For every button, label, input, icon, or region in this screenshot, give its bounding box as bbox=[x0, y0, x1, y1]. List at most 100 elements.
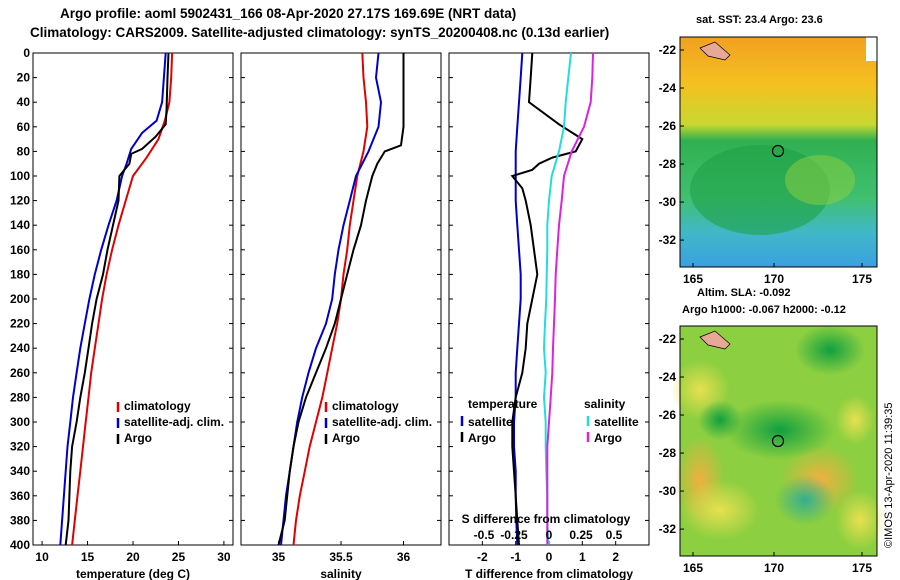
sla-map-title: Altim. SLA: -0.092 bbox=[697, 287, 791, 299]
y-tick-label: 160 bbox=[10, 243, 30, 257]
chart-title-line1: Argo profile: aoml 5902431_166 08-Apr-20… bbox=[60, 6, 517, 21]
new-caledonia-land bbox=[699, 330, 731, 350]
y-tick-label: 300 bbox=[10, 415, 30, 429]
legend-label: climatology bbox=[332, 399, 399, 413]
legend-label: Argo bbox=[468, 431, 496, 445]
y-tick-label: 60 bbox=[17, 120, 31, 134]
x-tick-label: 0 bbox=[546, 550, 553, 564]
x-axis-title: T difference from climatology bbox=[465, 567, 633, 580]
series-line-argo bbox=[64, 52, 170, 546]
y-tick-label: 260 bbox=[10, 366, 30, 380]
map-y-tick-label: -26 bbox=[659, 119, 677, 133]
x-tick-label: 35 bbox=[272, 550, 286, 564]
y-tick-label: 180 bbox=[10, 267, 30, 281]
map-y-tick-label: -32 bbox=[659, 233, 677, 247]
y-tick-label: 80 bbox=[17, 144, 31, 158]
map-y-tick-label: -30 bbox=[659, 195, 677, 209]
y-tick-label: 220 bbox=[10, 317, 30, 331]
legend-title: salinity bbox=[584, 397, 626, 411]
map-y-tick-label: -24 bbox=[659, 370, 677, 384]
y-tick-label: 140 bbox=[10, 218, 30, 232]
sla-map: Altim. SLA: -0.092 Argo h1000: -0.067 h2… bbox=[659, 287, 885, 575]
sst-map: sat. SST: 23.4 Argo: 23.6 165 170 175 -22 -2… bbox=[659, 14, 878, 286]
x-tick-label: 1 bbox=[579, 550, 586, 564]
sst-map-frame bbox=[679, 36, 878, 268]
map-y-tick-label: -30 bbox=[659, 484, 677, 498]
sla-anomaly-patch bbox=[680, 480, 760, 540]
x-tick-label: 30 bbox=[217, 550, 231, 564]
x-tick-label: 2 bbox=[612, 550, 619, 564]
map-y-tick-label: -26 bbox=[659, 408, 677, 422]
series-line-climatology bbox=[292, 52, 369, 546]
y-tick-label: 360 bbox=[10, 489, 30, 503]
x-tick-label: 10 bbox=[35, 550, 49, 564]
series-line-salinity-argo bbox=[546, 52, 594, 545]
secondary-tick-label: -0.5 bbox=[474, 528, 495, 542]
sla-anomaly-patch bbox=[835, 395, 875, 445]
map-x-tick-label: 165 bbox=[683, 272, 703, 286]
sla-anomaly-patch bbox=[698, 400, 742, 440]
y-tick-label: 40 bbox=[17, 95, 31, 109]
legend-label: Argo bbox=[332, 431, 360, 445]
secondary-tick-label: 0 bbox=[546, 528, 553, 542]
x-axis-title: salinity bbox=[320, 567, 362, 580]
map-y-tick-label: -22 bbox=[659, 332, 677, 346]
legend-label: Argo bbox=[124, 431, 152, 445]
y-tick-label: 200 bbox=[10, 292, 30, 306]
plot-frame bbox=[448, 52, 650, 546]
secondary-tick-label: 0.25 bbox=[569, 528, 593, 542]
sla-anomaly-patch bbox=[725, 400, 835, 460]
x-tick-label: -1 bbox=[510, 550, 521, 564]
series-line-satellite-adj-clim- bbox=[280, 52, 383, 546]
sla-map-subtitle: Argo h1000: -0.067 h2000: -0.12 bbox=[682, 304, 846, 316]
map-x-tick-label: 175 bbox=[852, 272, 872, 286]
series-line-temperature-argo bbox=[510, 52, 584, 546]
y-tick-label: 0 bbox=[23, 46, 30, 60]
plot-frame bbox=[32, 52, 234, 546]
x-tick-label: 25 bbox=[172, 550, 186, 564]
chart-panel-salinity: 35 35.5 36 salinity climatology satellite-adj… bbox=[240, 52, 442, 580]
secondary-tick-label: 0.5 bbox=[606, 528, 623, 542]
argo-float-marker bbox=[771, 434, 785, 448]
sst-land-mask bbox=[866, 37, 877, 61]
series-line-climatology bbox=[71, 52, 174, 546]
chart-panel-temperature: 0 20 40 60 80 100 120 140 160 180 200 220 240 260 280 3… bbox=[10, 46, 234, 580]
y-tick-label: 20 bbox=[17, 71, 31, 85]
sla-anomaly-patch bbox=[795, 325, 865, 375]
map-y-tick-label: -24 bbox=[659, 81, 677, 95]
y-tick-label: 380 bbox=[10, 513, 30, 527]
series-line-salinity-satellite bbox=[542, 52, 572, 546]
sst-map-title: sat. SST: 23.4 Argo: 23.6 bbox=[696, 14, 823, 26]
map-x-tick-label: 175 bbox=[852, 561, 872, 575]
map-y-tick-label: -28 bbox=[659, 157, 677, 171]
map-x-tick-label: 170 bbox=[764, 561, 784, 575]
legend-label: satellite-adj. clim. bbox=[332, 415, 432, 429]
chart-title-line2: Climatology: CARS2009. Satellite-adjuste… bbox=[30, 25, 610, 40]
x-tick-label: 15 bbox=[81, 550, 95, 564]
map-y-tick-label: -28 bbox=[659, 446, 677, 460]
legend-label: climatology bbox=[124, 399, 191, 413]
y-tick-label: 120 bbox=[10, 194, 30, 208]
y-tick-label: 320 bbox=[10, 440, 30, 454]
y-tick-label: 280 bbox=[10, 390, 30, 404]
map-y-tick-label: -32 bbox=[659, 522, 677, 536]
legend-label: Argo bbox=[594, 431, 622, 445]
sla-anomaly-patch bbox=[775, 475, 835, 525]
y-tick-label: 240 bbox=[10, 341, 30, 355]
legend-label: satellite-adj. clim. bbox=[124, 415, 224, 429]
series-line-satellite-adj-clim- bbox=[59, 52, 167, 546]
x-tick-label: 35.5 bbox=[329, 550, 353, 564]
sst-anomaly-patch bbox=[785, 155, 855, 205]
y-tick-label: 340 bbox=[10, 464, 30, 478]
imos-credit: ©IMOS 13-Apr-2020 11:39:35 bbox=[883, 403, 895, 548]
secondary-axis-title: S difference from climatology bbox=[462, 512, 631, 526]
x-tick-label: 36 bbox=[397, 550, 411, 564]
legend-label: satellite bbox=[594, 415, 639, 429]
legend-label: satellite bbox=[468, 415, 513, 429]
x-tick-label: 20 bbox=[126, 550, 140, 564]
y-tick-label: 400 bbox=[10, 538, 30, 552]
map-x-tick-label: 165 bbox=[683, 561, 703, 575]
sla-map-frame bbox=[679, 325, 878, 557]
chart-panel-difference: -2 -1 0 1 2 T difference from climatology temp… bbox=[448, 52, 650, 580]
